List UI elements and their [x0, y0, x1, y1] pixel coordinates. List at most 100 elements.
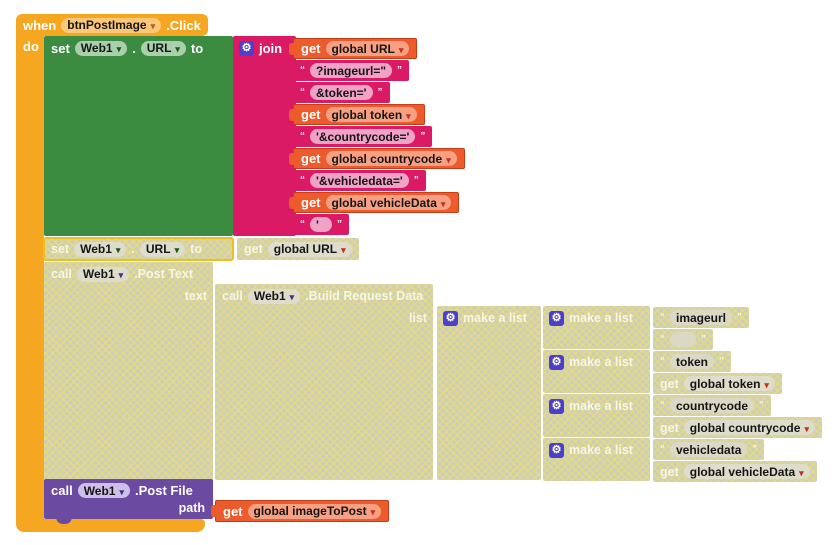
mutator-gear-icon[interactable] [549, 398, 564, 414]
variable-dropdown[interactable]: global vehicleData [325, 195, 452, 210]
dot-separator: . [131, 242, 135, 256]
variable-dropdown[interactable]: global countrycode [683, 420, 815, 435]
call-post-text-block[interactable]: call Web1 .Post Text text [44, 262, 213, 480]
close-quote-icon [420, 131, 425, 142]
variable-dropdown[interactable]: global countrycode [325, 151, 457, 166]
mutator-gear-icon[interactable] [549, 310, 564, 326]
make-a-list-countrycode-block[interactable]: make a list [543, 394, 650, 437]
text-imageurl-param-block[interactable]: ?imageurl=" [287, 60, 410, 81]
variable-name: global countrycode [689, 420, 801, 435]
set-web1-url-disabled-block[interactable]: set Web1 . URL to [43, 237, 234, 261]
get-global-url-disabled-block[interactable]: get global URL [237, 238, 359, 260]
when-block-footer[interactable] [16, 519, 205, 532]
set-property-name: URL [145, 242, 171, 256]
get-keyword: get [660, 464, 679, 479]
get-global-countrycode-block[interactable]: get global countrycode [289, 148, 465, 169]
get-global-token-block[interactable]: get global token [289, 104, 425, 125]
dropdown-arrow-icon [804, 422, 809, 434]
text-countrycode-key-block[interactable]: countrycode [653, 395, 771, 416]
open-quote-icon [660, 356, 665, 367]
when-block-spine[interactable]: do [16, 35, 44, 519]
make-a-list-token-block[interactable]: make a list [543, 350, 650, 393]
get-global-countrycode-disabled-block[interactable]: get global countrycode [653, 417, 822, 438]
open-quote-icon [660, 334, 665, 345]
variable-name: global imageToPost [253, 504, 367, 518]
dropdown-arrow-icon [117, 42, 122, 54]
make-a-list-keyword: make a list [569, 399, 633, 413]
event-name: .Click [166, 17, 201, 33]
mutator-gear-icon[interactable] [549, 442, 564, 458]
call-component-dropdown[interactable]: Web1 [247, 288, 301, 304]
call-post-file-block[interactable]: call Web1 .Post File path [44, 479, 213, 524]
join-block[interactable]: join [233, 36, 296, 236]
string-field[interactable]: '&vehicledata=' [310, 173, 409, 188]
event-component-dropdown[interactable]: btnPostImage [61, 17, 162, 33]
string-field[interactable]: &token=' [310, 85, 373, 100]
variable-name: global token [331, 107, 403, 122]
dropdown-arrow-icon [119, 485, 124, 497]
mutator-gear-icon[interactable] [443, 310, 458, 326]
make-a-list-keyword: make a list [569, 443, 633, 457]
get-keyword: get [660, 420, 679, 435]
call-component-name: Web1 [253, 289, 286, 303]
mutator-gear-icon[interactable] [239, 40, 254, 56]
text-token-key-block[interactable]: token [653, 351, 731, 372]
get-global-imagetopost-block[interactable]: get global imageToPost [210, 500, 390, 522]
when-event-block[interactable]: when btnPostImage .Click [16, 14, 208, 36]
param-label-list: list [408, 311, 427, 325]
get-global-vehicledata-block[interactable]: get global vehicleData [288, 192, 460, 213]
set-property-dropdown[interactable]: URL [139, 241, 186, 257]
text-imageurl-key-block[interactable]: imageurl [653, 307, 749, 328]
text-vehicledata-param-block[interactable]: '&vehicledata=' [288, 170, 426, 191]
variable-dropdown[interactable]: global URL [267, 241, 352, 257]
get-keyword: get [301, 107, 321, 122]
set-web1-url-join-block[interactable]: set Web1 . URL to [44, 36, 233, 236]
string-field[interactable] [670, 332, 696, 347]
make-a-list-outer-block[interactable]: make a list [437, 306, 541, 480]
get-global-vehicledata-disabled-block[interactable]: get global vehicleData [653, 461, 817, 482]
close-quote-icon [414, 175, 419, 186]
close-quote-icon [337, 219, 342, 230]
variable-dropdown[interactable]: global token [683, 376, 775, 391]
text-countrycode-param-block[interactable]: '&countrycode=' [287, 126, 433, 147]
get-global-url-block[interactable]: get global URL [288, 38, 418, 59]
set-property-dropdown[interactable]: URL [140, 40, 186, 56]
make-a-list-imageurl-block[interactable]: make a list [543, 306, 650, 349]
string-field[interactable]: ?imageurl=" [310, 63, 393, 78]
string-field[interactable]: vehicledata [670, 442, 748, 457]
variable-dropdown[interactable]: global URL [325, 41, 410, 56]
string-field[interactable]: ' [310, 217, 332, 232]
open-quote-icon [300, 131, 305, 142]
string-field[interactable]: '&countrycode=' [310, 129, 416, 144]
dropdown-arrow-icon [116, 243, 121, 255]
get-global-token-disabled-block[interactable]: get global token [653, 373, 782, 394]
join-keyword: join [259, 40, 283, 56]
text-token-param-block[interactable]: &token=' [288, 82, 390, 103]
dropdown-arrow-icon [446, 153, 451, 165]
set-component-dropdown[interactable]: Web1 [74, 241, 127, 257]
variable-dropdown[interactable]: global vehicleData [683, 464, 810, 479]
open-quote-icon [300, 65, 305, 76]
string-field[interactable]: imageurl [670, 310, 733, 325]
make-a-list-vehicledata-block[interactable]: make a list [543, 438, 650, 481]
call-component-dropdown[interactable]: Web1 [76, 266, 130, 282]
string-field[interactable]: countrycode [670, 398, 755, 413]
close-quote-icon [397, 65, 402, 76]
string-field[interactable]: token [670, 354, 715, 369]
get-keyword: get [223, 503, 243, 519]
call-component-dropdown[interactable]: Web1 [77, 483, 131, 498]
variable-dropdown[interactable]: global token [325, 107, 417, 122]
open-quote-icon [300, 219, 305, 230]
call-build-request-data-block[interactable]: call Web1 .Build Request Data list [215, 284, 433, 480]
variable-dropdown[interactable]: global imageToPost [247, 503, 382, 519]
set-component-dropdown[interactable]: Web1 [74, 40, 128, 56]
dropdown-arrow-icon [371, 505, 376, 517]
call-component-name: Web1 [82, 267, 115, 281]
text-vehicledata-key-block[interactable]: vehicledata [653, 439, 764, 460]
mutator-gear-icon[interactable] [549, 354, 564, 370]
method-name: .Post File [135, 483, 193, 498]
text-quote-block[interactable]: ' [288, 214, 349, 235]
call-keyword: call [51, 483, 73, 498]
text-empty-value-block[interactable] [653, 329, 713, 350]
